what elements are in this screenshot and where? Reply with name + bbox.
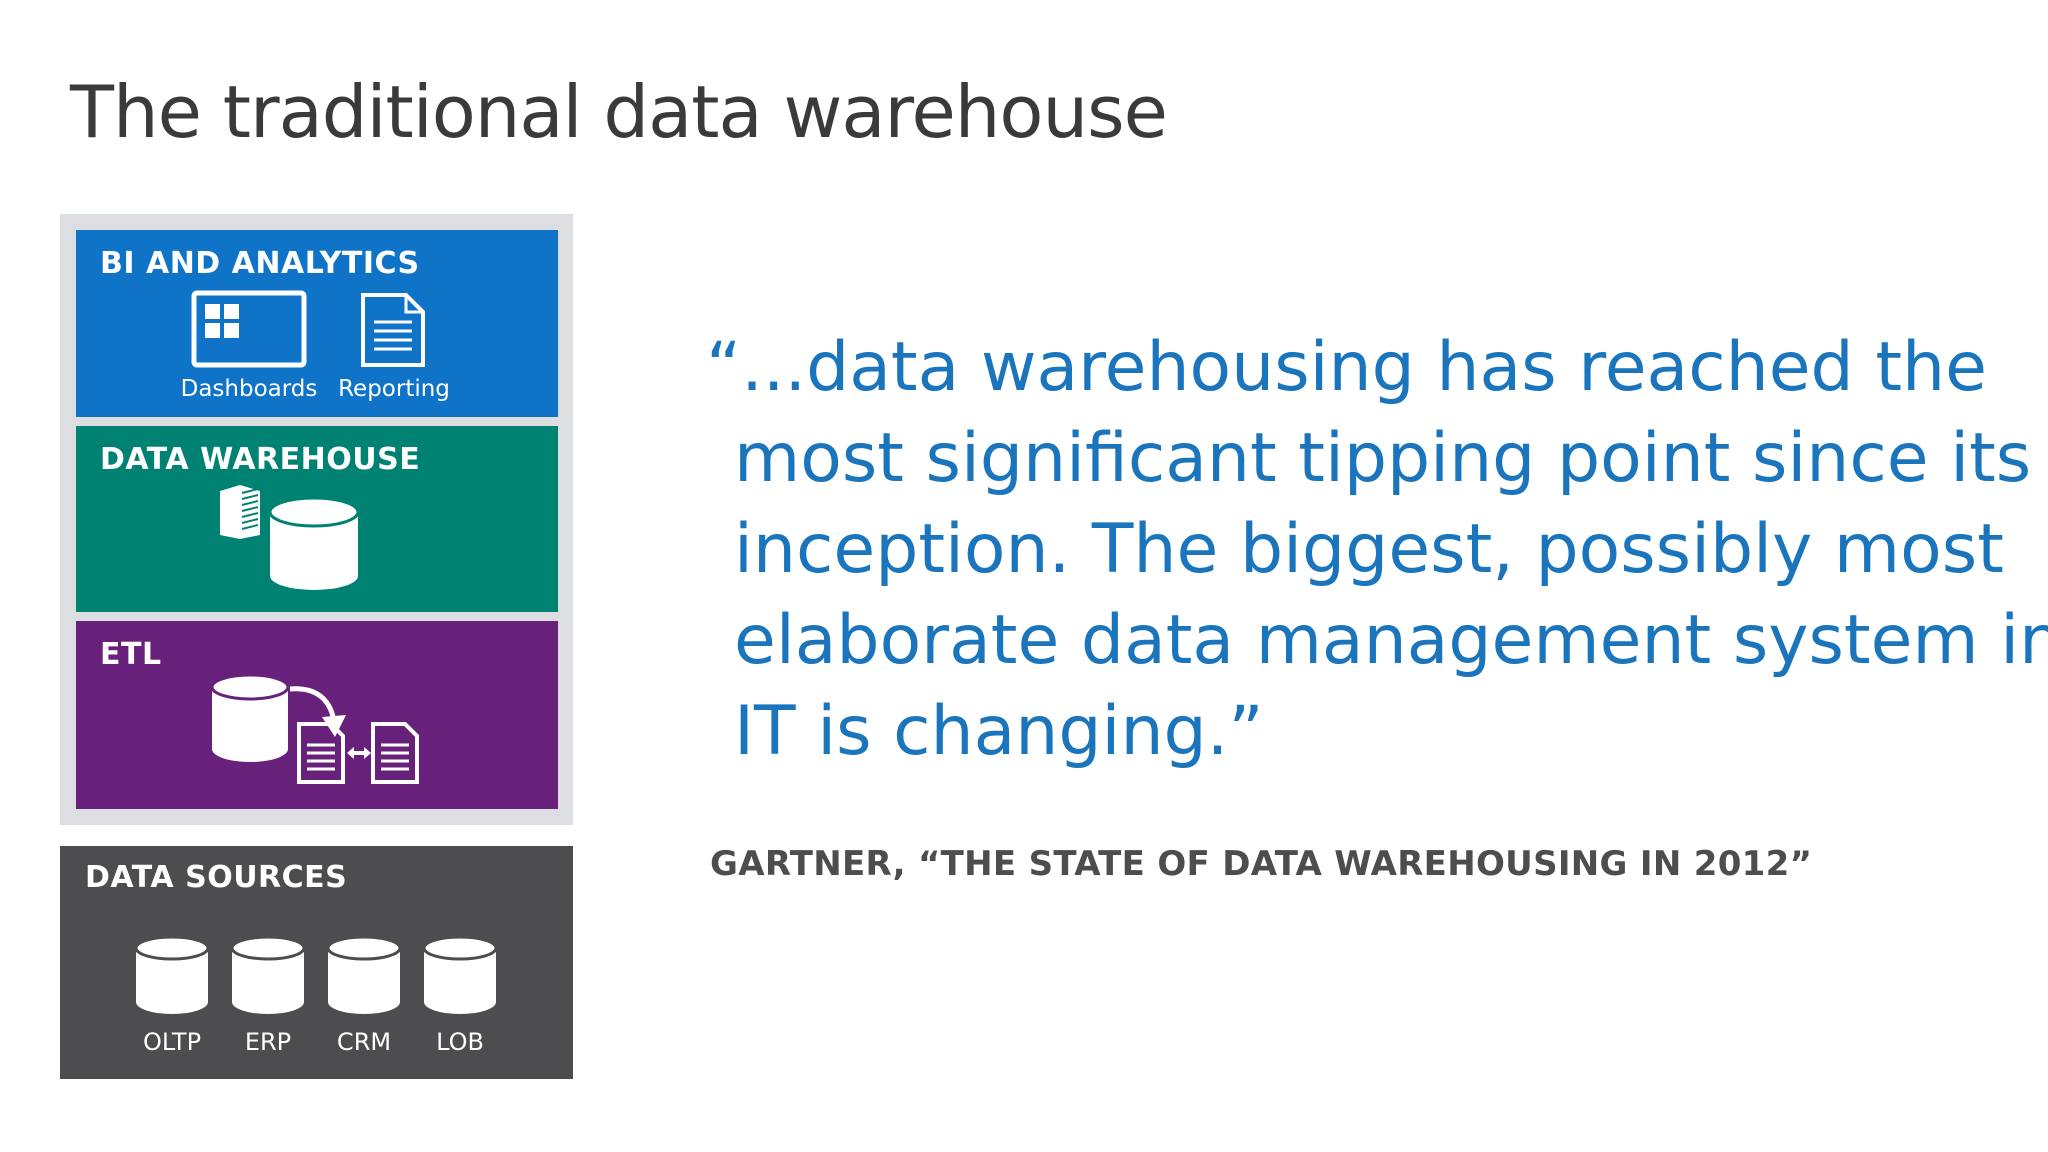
database-icon [422, 935, 498, 1014]
quote-line: elaborate data management system in [734, 601, 2048, 680]
database-icon [326, 935, 402, 1014]
document-icon [371, 722, 419, 784]
bi-analytics-tier: BI AND ANALYTICS Dashboards Reporting [76, 230, 558, 417]
bidirectional-arrow-icon [347, 747, 371, 759]
data-sources-label: DATA SOURCES [85, 860, 348, 895]
reporting-caption: Reporting [338, 376, 450, 402]
quote-attribution: GARTNER, “THE STATE OF DATA WAREHOUSING … [710, 844, 1813, 884]
database-icon [230, 935, 306, 1014]
quote-line: “...data warehousing has reached the [706, 328, 1987, 407]
dashboards-caption: Dashboards [180, 376, 318, 402]
database-icon [268, 496, 360, 590]
dashboard-icon [191, 290, 307, 368]
data-sources-tier: DATA SOURCES OLTP ERP CRM LOB [60, 846, 573, 1079]
quote-line: inception. The biggest, possibly most [734, 510, 2004, 589]
database-icon [210, 673, 290, 762]
slide-title: The traditional data warehouse [70, 70, 1168, 154]
data-warehouse-tier: DATA WAREHOUSE [76, 426, 558, 612]
database-icon [134, 935, 210, 1014]
erp-caption: ERP [244, 1028, 292, 1056]
crm-caption: CRM [336, 1028, 392, 1056]
report-document-icon [361, 293, 425, 367]
quote-line: IT is changing.” [734, 692, 1264, 771]
lob-caption: LOB [436, 1028, 484, 1056]
etl-tier: ETL [76, 621, 558, 809]
oltp-caption: OLTP [142, 1028, 202, 1056]
document-icon [297, 722, 345, 784]
data-warehouse-label: DATA WAREHOUSE [100, 442, 421, 477]
etl-label: ETL [100, 637, 162, 672]
server-icon [220, 485, 260, 539]
quote-line: most significant tipping point since its [734, 419, 2032, 498]
bi-analytics-label: BI AND ANALYTICS [100, 246, 420, 281]
quote: “...data warehousing has reached the mos… [706, 322, 2048, 777]
